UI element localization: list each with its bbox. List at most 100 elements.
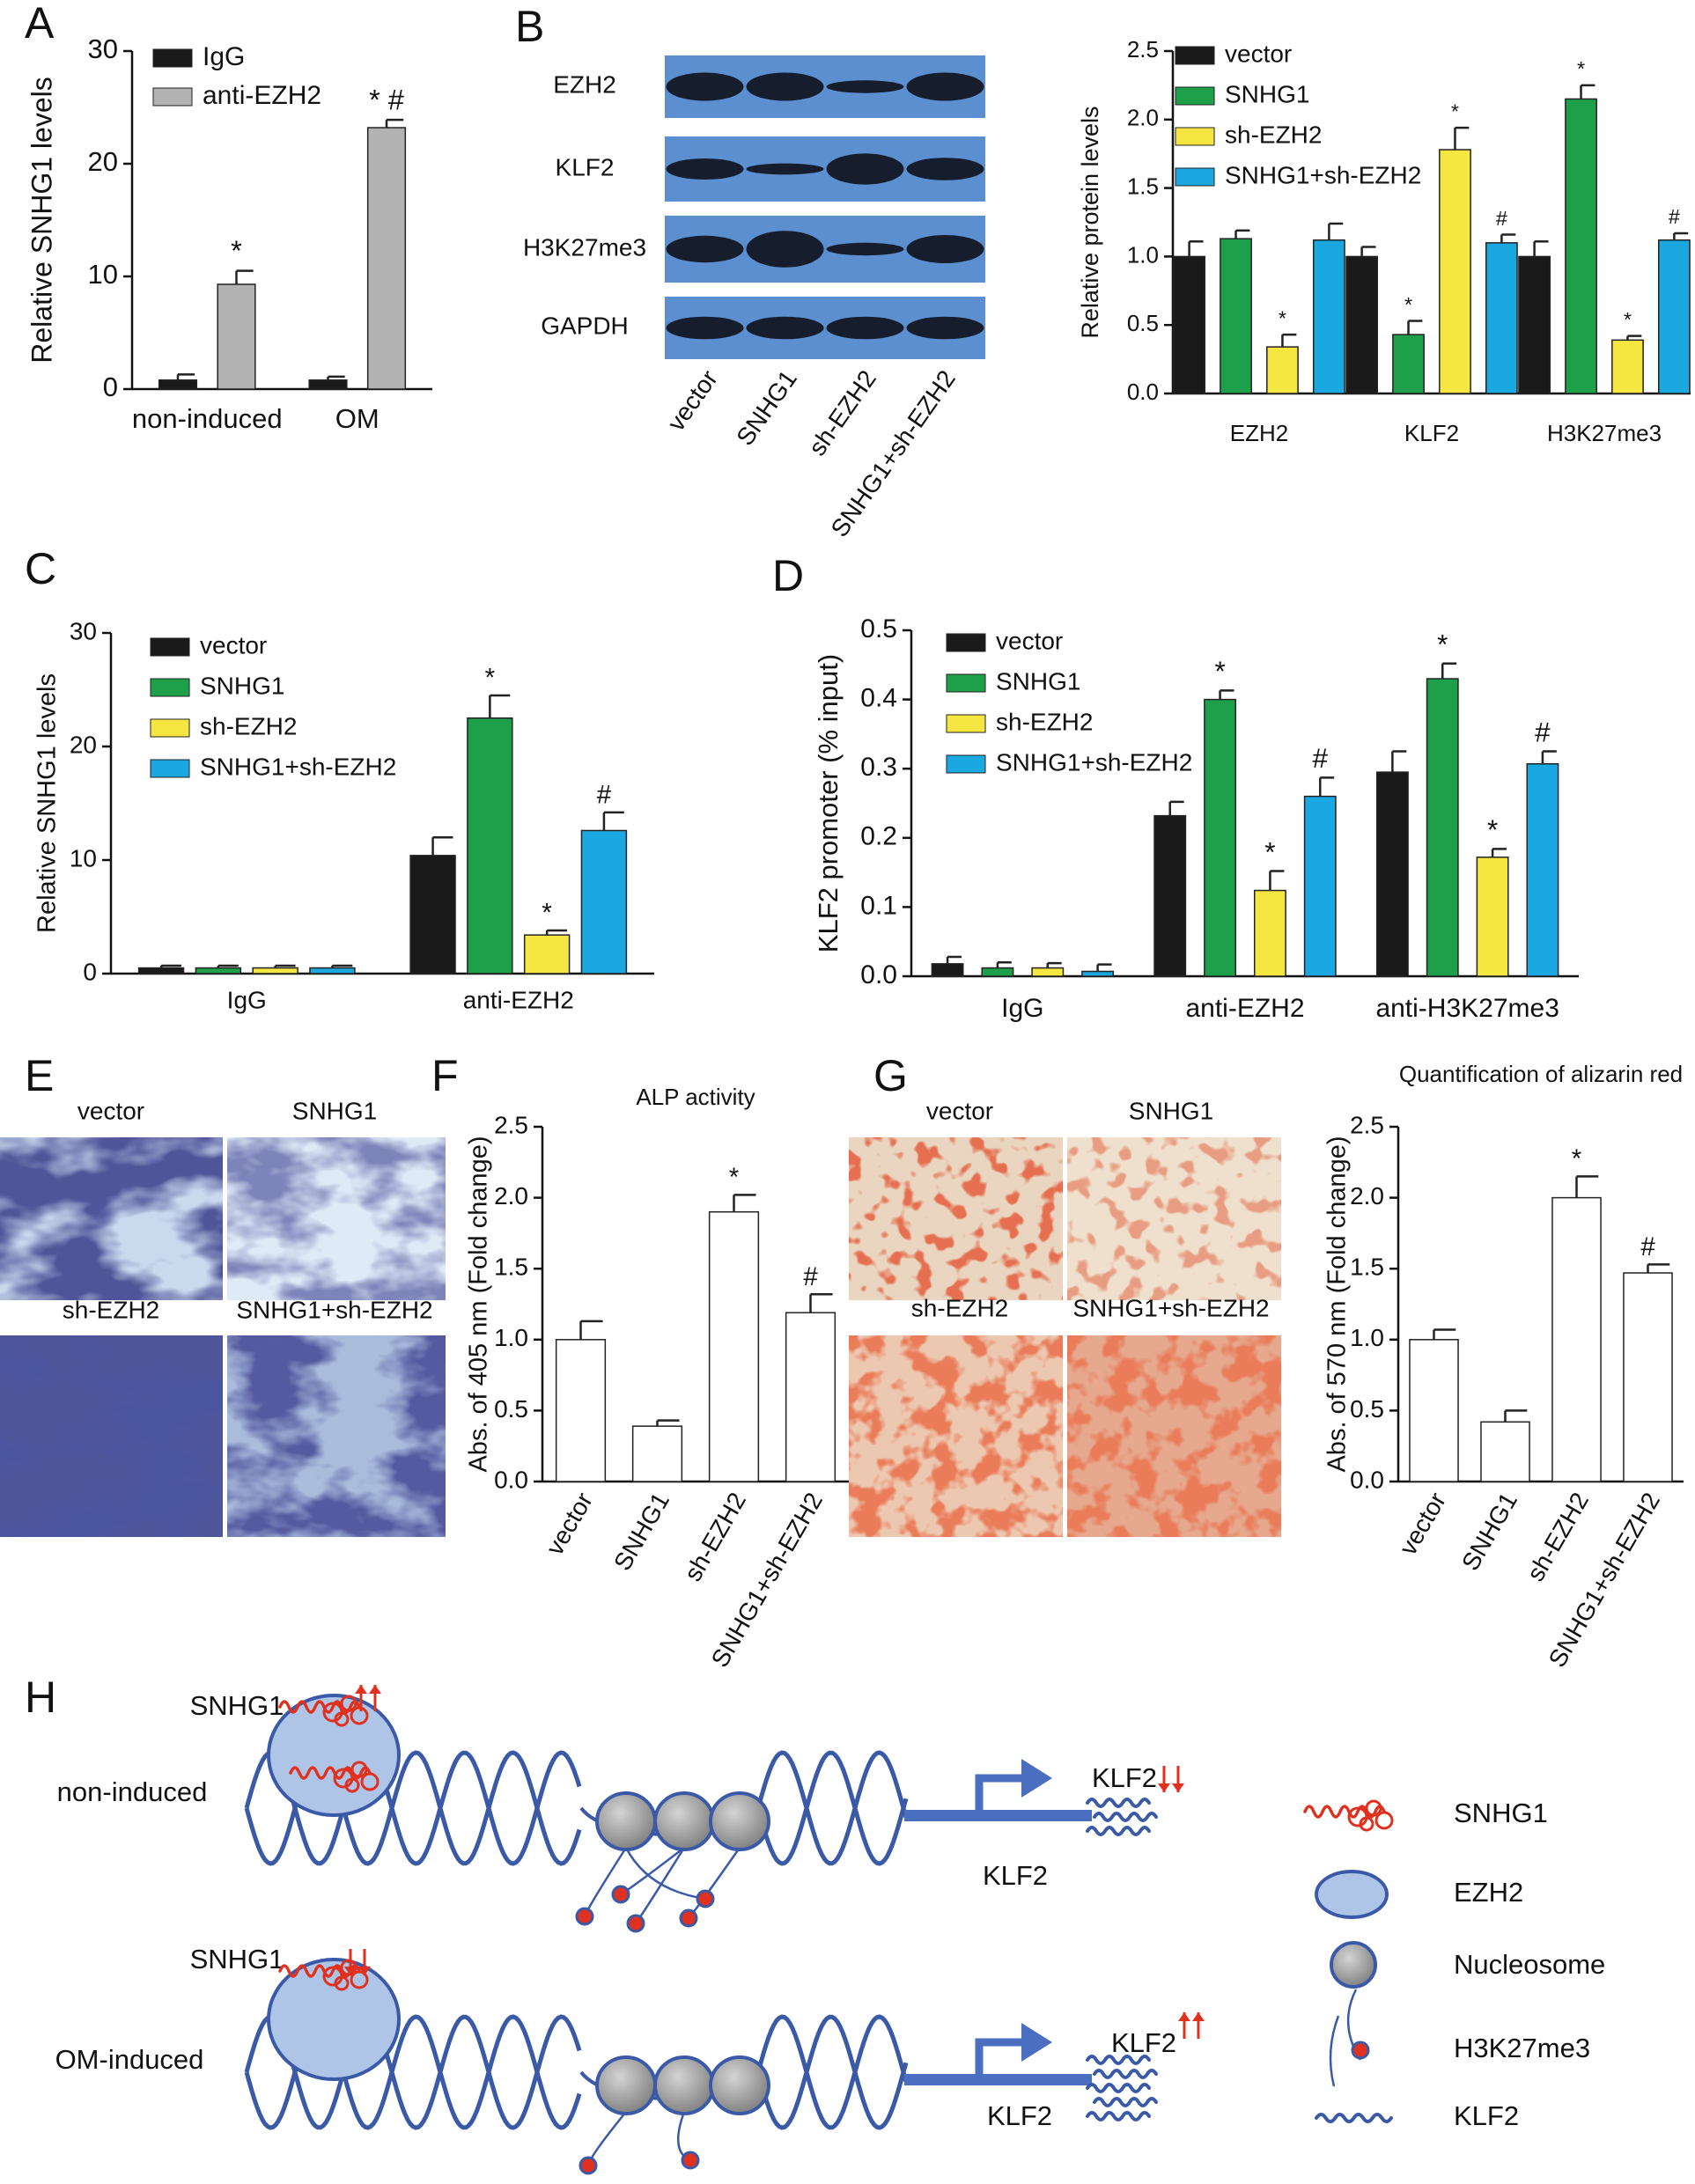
error-bar: [1188, 240, 1204, 257]
h3k27me3-mark: [626, 1914, 645, 1933]
dna-strand: [755, 2014, 909, 2130]
error-bar: [1626, 335, 1642, 341]
rna-loop: [350, 1706, 369, 1725]
diagram-label: KLF2: [1092, 1762, 1157, 1793]
panel-letter: F: [431, 1051, 459, 1100]
rna-loop: [334, 1975, 350, 1991]
error-bar: [1647, 1263, 1670, 1274]
bar: [1392, 334, 1425, 394]
blot-band: [906, 72, 984, 101]
bar: [555, 1339, 607, 1482]
squiggle: [278, 1700, 361, 1714]
h3k27me3-mark: [611, 1885, 630, 1904]
bar: [1485, 242, 1518, 394]
stain-texture: [0, 1137, 223, 1300]
stain-texture: [227, 1335, 446, 1537]
significance-mark: *: [1577, 57, 1585, 80]
panel-letter: C: [25, 544, 56, 593]
y-tick-label: 1.0: [1350, 1324, 1384, 1351]
arrow-head: [1192, 2012, 1205, 2021]
y-tick-label: 2.0: [494, 1182, 528, 1210]
error-bar: [1234, 229, 1250, 239]
y-tick-label: 0.2: [860, 822, 897, 851]
error-bar: [602, 811, 624, 831]
blot-band: [906, 316, 984, 340]
rna-loop: [340, 1695, 357, 1712]
significance-mark: *: [1451, 99, 1459, 122]
legend-swatch: [946, 673, 986, 693]
x-tick-label: IgG: [1001, 994, 1043, 1023]
bar: [409, 855, 456, 974]
bar: [1565, 98, 1597, 394]
y-tick-label: 0: [83, 958, 97, 985]
legend-label: SNHG1+sh-EZH2: [1225, 161, 1421, 188]
blot-band: [746, 231, 824, 268]
y-tick-label: 30: [88, 33, 118, 64]
panel-letter: A: [25, 0, 55, 48]
legend-swatch: [150, 759, 190, 778]
blot-band: [666, 158, 744, 180]
y-tick-label: 0.5: [1127, 310, 1159, 336]
rna-loop: [360, 1772, 380, 1791]
chart: 0 10 20 30 Relative SNHG1 levels IgG anti-EZH2…: [33, 617, 654, 1013]
stain-label: SNHG1+sh-EZH2: [1072, 1294, 1269, 1321]
error-bar: [1541, 750, 1557, 764]
blot-row-label: EZH2: [553, 70, 616, 98]
rna-loop: [334, 1711, 350, 1727]
h3k27me3-mark: [579, 2156, 598, 2175]
legend-swatch: [946, 754, 986, 774]
legend-label: vector: [996, 627, 1063, 654]
y-tick-label: 0.0: [860, 960, 897, 989]
error-bar: [1454, 126, 1470, 151]
stain-texture: [1067, 1335, 1281, 1537]
panel-letter: E: [25, 1051, 54, 1100]
diagram-label: SNHG1: [190, 1944, 284, 1974]
bar: [931, 963, 964, 977]
bar: [252, 967, 298, 974]
legend-label: KLF2: [1454, 2100, 1519, 2131]
stain-label: sh-EZH2: [911, 1294, 1008, 1321]
error-bar: [809, 1292, 833, 1313]
squiggle: [1086, 2083, 1151, 2093]
histone-tail: [583, 1847, 628, 1917]
legend-swatch: [150, 718, 190, 738]
stain-label: SNHG1+sh-EZH2: [236, 1296, 432, 1323]
rna-loop: [344, 1777, 360, 1793]
stain-texture: [849, 1137, 1063, 1300]
diagram-label: SNHG1: [190, 1690, 284, 1721]
error-bar: [1046, 961, 1062, 968]
arrow-head: [1158, 1783, 1170, 1792]
legend-label: SNHG1: [200, 672, 284, 699]
significance-mark: *: [1572, 1144, 1581, 1173]
ezh2: [267, 1694, 401, 1817]
y-tick-label: 20: [70, 731, 97, 758]
squiggle: [1093, 1812, 1158, 1822]
squiggle: [1086, 2055, 1151, 2065]
nucleosome: [595, 2055, 657, 2115]
y-tick-label: 2.5: [494, 1111, 528, 1138]
x-tick-label: anti-EZH2: [1185, 994, 1304, 1023]
promoter-arrow: [975, 1774, 1026, 1812]
significance-mark: *: [1437, 629, 1448, 660]
stain-panel-e: vector SNHG1 sh-EZH2 SNHG1+sh-EZH2: [0, 1097, 446, 1537]
y-tick-label: 1.5: [494, 1254, 528, 1281]
error-bar: [1575, 1175, 1599, 1198]
significance-mark: *: [729, 1163, 739, 1192]
arrow-head: [369, 1685, 381, 1694]
x-tick-label: H3K27me3: [1547, 420, 1662, 446]
nucleosome: [653, 1791, 715, 1851]
blot-lane-label: vector: [662, 365, 723, 436]
x-tick-label: IgG: [227, 986, 267, 1013]
significance-mark: *: [542, 899, 551, 928]
diagram-row-label: OM-induced: [55, 2044, 204, 2075]
y-axis-label: Abs. of 405 nm (Fold change): [465, 1136, 493, 1472]
legend-label: Nucleosome: [1454, 1949, 1605, 1980]
y-tick-label: 0.4: [860, 684, 897, 713]
blot-row-label: GAPDH: [541, 312, 629, 339]
legend-ezh2: [1315, 1870, 1389, 1919]
histone-tail: [586, 2111, 627, 2166]
dna-strand: [755, 1750, 909, 1866]
